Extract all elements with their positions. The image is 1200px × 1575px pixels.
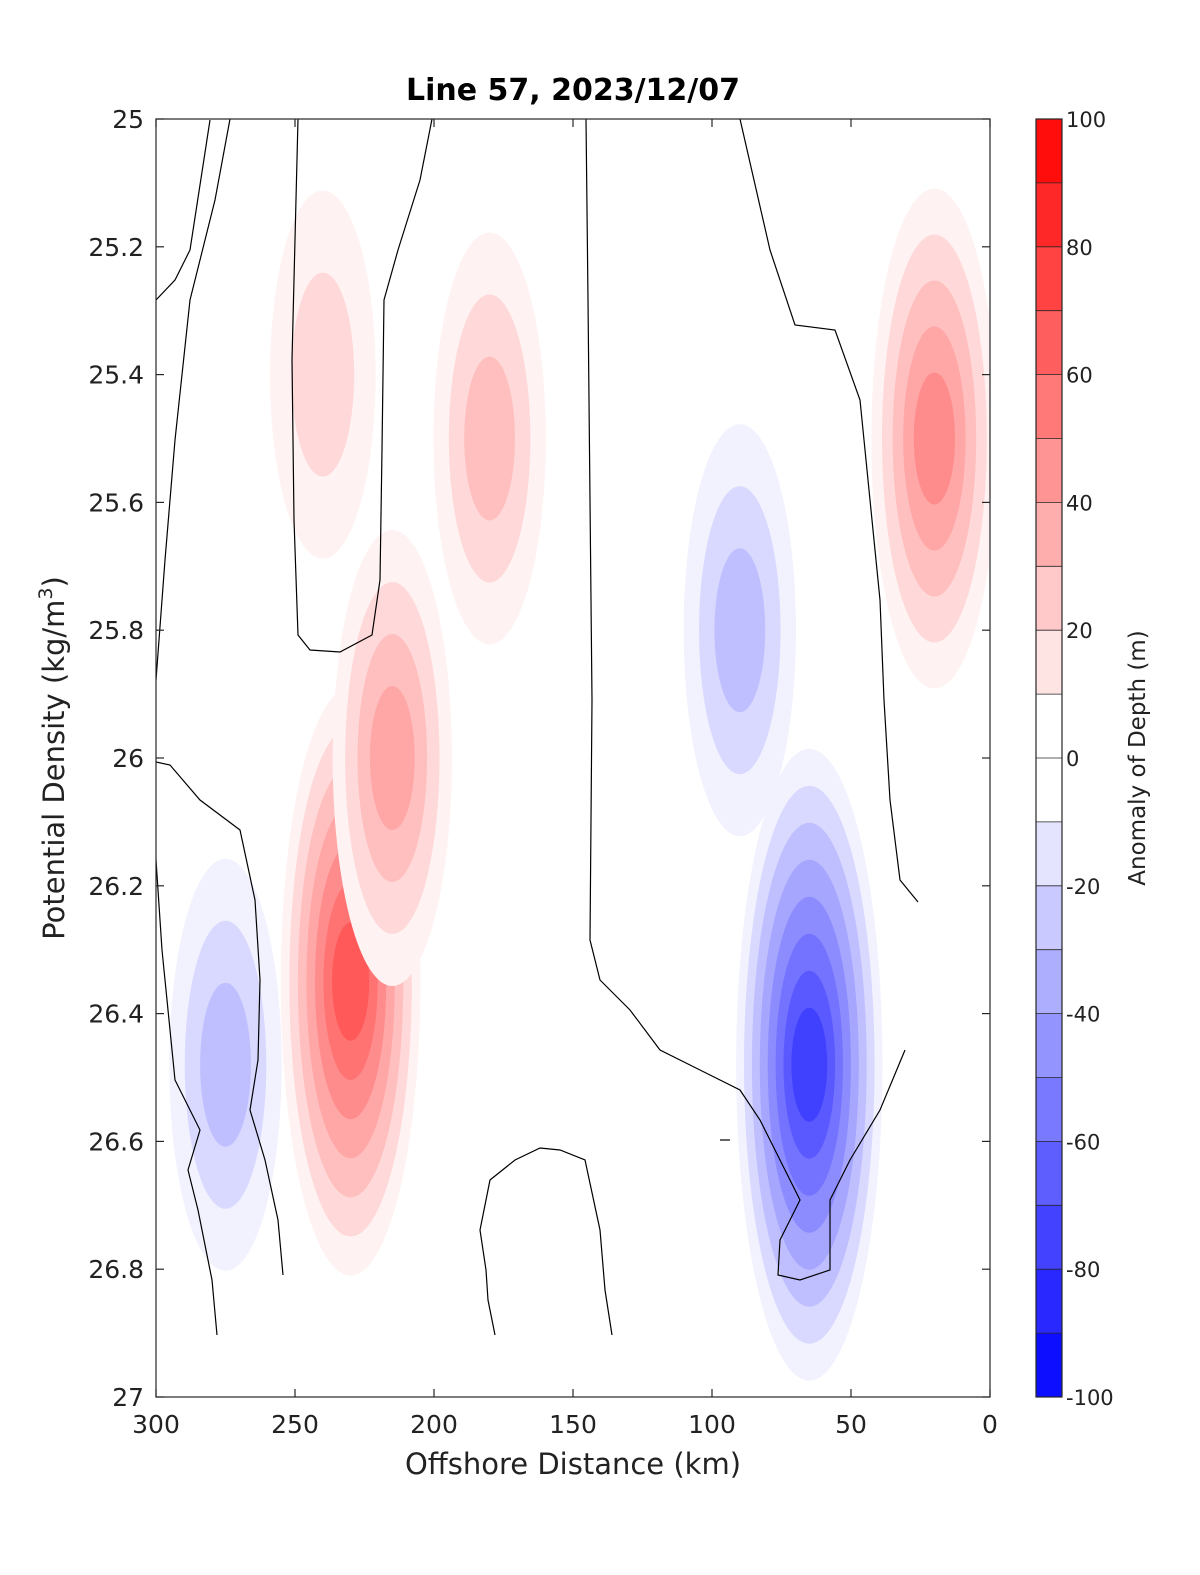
zero-contour-line <box>739 119 919 903</box>
y-axis-label: Potential Density (kg/m3) <box>35 576 71 940</box>
colorbar-tick-label: -40 <box>1066 1003 1100 1027</box>
colorbar-bin <box>1036 821 1062 887</box>
colorbar-bin <box>1036 1141 1062 1206</box>
contour-band <box>291 272 355 477</box>
colorbar-tick-label: 100 <box>1066 108 1106 132</box>
y-tick-label: 26.2 <box>88 872 144 901</box>
x-tick-label: 50 <box>835 1410 867 1439</box>
colorbar-bin <box>1036 438 1062 503</box>
y-tick-label: 25.4 <box>88 361 144 390</box>
colorbar-bin <box>1036 694 1062 759</box>
colorbar-tick-label: -80 <box>1066 1258 1100 1282</box>
y-axis-label-superscript: 3 <box>35 587 57 599</box>
colorbar-bin <box>1036 182 1062 248</box>
colorbar-bin <box>1036 310 1062 376</box>
colorbar-bin <box>1036 566 1062 631</box>
contour-band <box>714 548 766 713</box>
y-tick-label: 25 <box>112 105 144 134</box>
zero-contour-lines <box>156 119 919 1336</box>
contour-band <box>369 686 415 830</box>
contour-band <box>913 372 956 505</box>
x-axis-label: Offshore Distance (km) <box>405 1447 741 1481</box>
zero-contour-line <box>156 859 218 1336</box>
x-tick-label: 100 <box>688 1410 736 1439</box>
y-axis-ticks: 25 25.2 25.4 25.6 25.8 26 26.2 26.4 26.6 26.8 27 <box>88 105 990 1412</box>
colorbar-tick-label: -60 <box>1066 1130 1100 1154</box>
zero-contour-line <box>291 119 433 653</box>
colorbar-tick-label: -20 <box>1066 875 1100 899</box>
colorbar-tick-label: 20 <box>1066 619 1093 643</box>
y-axis-label-close: ) <box>37 576 71 587</box>
colorbar-bin <box>1036 1013 1062 1078</box>
y-tick-label: 26.6 <box>88 1127 144 1156</box>
colorbar-tick-label: 80 <box>1066 236 1093 260</box>
colorbar-tick-label: -100 <box>1066 1386 1114 1410</box>
y-tick-label: 25.2 <box>88 233 144 262</box>
colorbar-bin <box>1036 1269 1062 1334</box>
colorbar-bin <box>1036 246 1062 312</box>
colorbar-bin <box>1036 502 1062 567</box>
colorbar-bin <box>1036 1205 1062 1270</box>
contour-band <box>332 922 370 1041</box>
x-tick-label: 150 <box>549 1410 597 1439</box>
x-tick-label: 0 <box>982 1410 998 1439</box>
colorbar: 100 80 60 40 20 0 -20 -40 -60 -80 -100 <box>1035 108 1114 1410</box>
colorbar-bin <box>1036 119 1062 184</box>
contour-band <box>200 982 251 1147</box>
y-tick-label: 26 <box>112 744 144 773</box>
colorbar-label: Anomaly of Depth (m) <box>1125 630 1151 885</box>
colorbar-bin <box>1036 374 1062 439</box>
y-axis-label-text: Potential Density (kg/m <box>37 600 71 940</box>
y-tick-label: 26.4 <box>88 1000 144 1029</box>
x-axis-ticks: 300 250 200 150 100 50 0 <box>132 119 998 1439</box>
colorbar-bin <box>1036 758 1062 823</box>
colorbar-bin <box>1036 1333 1062 1398</box>
plot-area: 300 250 200 150 100 50 0 2525.225.425.625.8262… <box>88 105 998 1439</box>
zero-contour-line <box>585 119 906 1281</box>
zero-contour-line <box>156 119 211 301</box>
colorbar-bin <box>1036 630 1062 695</box>
zero-contour-line <box>156 761 284 1276</box>
colorbar-bin <box>1036 949 1062 1015</box>
y-tick-label: 27 <box>112 1383 144 1412</box>
contour-band <box>464 356 515 521</box>
x-tick-label: 300 <box>132 1410 180 1439</box>
y-tick-label: 26.8 <box>88 1255 144 1284</box>
zero-contour-line <box>479 1147 613 1336</box>
colorbar-bin <box>1036 885 1062 951</box>
y-tick-label: 25.8 <box>88 616 144 645</box>
colorbar-tick-label: 40 <box>1066 491 1093 515</box>
x-tick-label: 200 <box>410 1410 458 1439</box>
chart-title: Line 57, 2023/12/07 <box>406 73 740 108</box>
colorbar-tick-label: 60 <box>1066 364 1093 388</box>
zero-contour-line <box>156 119 231 681</box>
x-tick-label: 250 <box>271 1410 319 1439</box>
contour-fill-layer <box>169 188 990 1381</box>
colorbar-tick-label: 0 <box>1066 747 1079 771</box>
colorbar-bin <box>1036 1077 1062 1142</box>
contour-band <box>791 1007 828 1122</box>
y-tick-label: 25.6 <box>88 488 144 517</box>
colorbar-frame <box>1035 118 1063 1398</box>
